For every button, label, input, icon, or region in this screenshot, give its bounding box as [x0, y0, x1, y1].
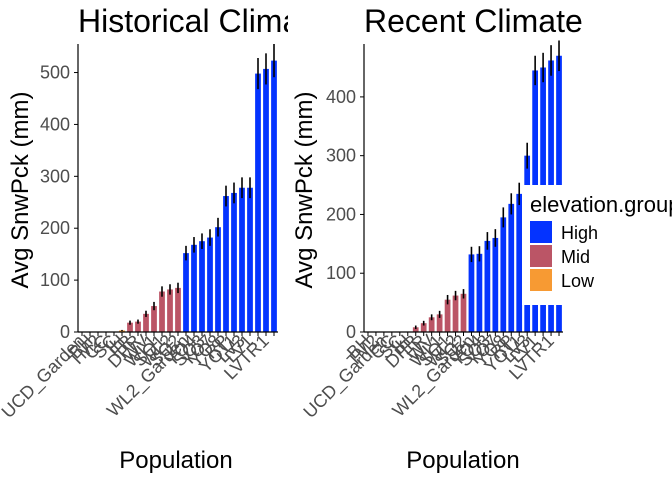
bar-yo4	[476, 253, 483, 332]
bar-wl2-garden	[468, 254, 475, 332]
bar-sq2	[175, 287, 181, 332]
bar-wl1	[436, 314, 443, 332]
legend-label-mid: Mid	[561, 247, 590, 267]
bar-rp	[508, 203, 515, 332]
y-tick-label: 100	[40, 270, 70, 290]
bar-yo11	[231, 192, 237, 332]
y-tick-label: 100	[326, 263, 356, 283]
y-tick-label: 400	[326, 87, 356, 107]
legend-label-low: Low	[561, 271, 595, 291]
bar-wl2	[452, 295, 459, 332]
historical-climate-panel: Historical Climate 0 100 200 300 400 500 UCD_…	[0, 3, 327, 423]
bar-rp	[223, 196, 229, 332]
bar-yo11	[516, 193, 523, 332]
bar-wv	[143, 313, 149, 332]
historical-chart-title: Historical Climate	[78, 3, 327, 39]
bar-sq3	[199, 241, 205, 332]
bar-sq3	[484, 240, 491, 332]
bar-sq1	[444, 299, 451, 332]
recent-x-axis-title: Population	[406, 447, 519, 474]
y-tick-label: 200	[40, 218, 70, 238]
bar-sq	[255, 73, 261, 332]
bar-ih	[119, 330, 125, 332]
y-tick-label: 300	[326, 146, 356, 166]
historical-y-ticks: 0 100 200 300 400 500	[40, 63, 78, 342]
historical-y-axis-title: Avg SnwPck (mm)	[7, 92, 34, 289]
recent-chart-title: Recent Climate	[364, 3, 583, 39]
bar-lvtr	[271, 60, 277, 333]
historical-bars	[119, 60, 277, 333]
bar-wv	[428, 317, 435, 332]
bar-lv3	[239, 187, 245, 332]
bar-dpr	[412, 327, 419, 332]
legend-title: elevation.group	[530, 192, 672, 217]
recent-y-axis-title: Avg SnwPck (mm)	[291, 92, 318, 289]
bar-sq1	[159, 291, 165, 332]
historical-x-ticks: UCD_GardenBHTM2CCSCIHFRDPRWVWL1SQ1WL2SQ2…	[0, 331, 275, 423]
historical-error-bars	[121, 44, 275, 331]
bar-fr	[420, 323, 427, 332]
legend-swatch-high	[530, 221, 552, 243]
bar-wl2	[167, 289, 173, 332]
y-tick-label: 0	[60, 322, 70, 342]
y-tick-label: 500	[40, 63, 70, 83]
bar-yo4	[191, 244, 197, 332]
bar-yo8	[500, 217, 507, 332]
bar-wl2-garden	[183, 253, 189, 332]
bar-sq2	[460, 293, 467, 332]
recent-y-ticks: 0 100 200 300 400	[326, 87, 364, 342]
legend-items: High Mid Low	[530, 221, 598, 291]
y-tick-label: 200	[326, 204, 356, 224]
bar-yo7	[492, 237, 499, 332]
legend: elevation.group High Mid Low	[522, 185, 672, 305]
bar-wl1	[151, 306, 157, 332]
y-tick-label: 400	[40, 114, 70, 134]
legend-label-high: High	[561, 223, 598, 243]
y-tick-label: 0	[346, 322, 356, 342]
bar-lvtr1	[263, 68, 269, 332]
legend-swatch-low	[530, 269, 552, 291]
bar-lv1	[247, 187, 253, 332]
historical-x-axis-title: Population	[119, 447, 232, 474]
legend-swatch-mid	[530, 245, 552, 267]
bar-yo8	[215, 227, 221, 332]
recent-error-bars	[414, 40, 560, 330]
y-tick-label: 300	[40, 166, 70, 186]
bar-yo7	[207, 237, 213, 332]
bar-fr	[127, 322, 133, 332]
bar-dpr	[135, 321, 141, 332]
recent-x-ticks: BHTM2UCD_GardenCCSCIHDPRFRWVWL1SQ1WL2SQ2…	[299, 331, 560, 423]
